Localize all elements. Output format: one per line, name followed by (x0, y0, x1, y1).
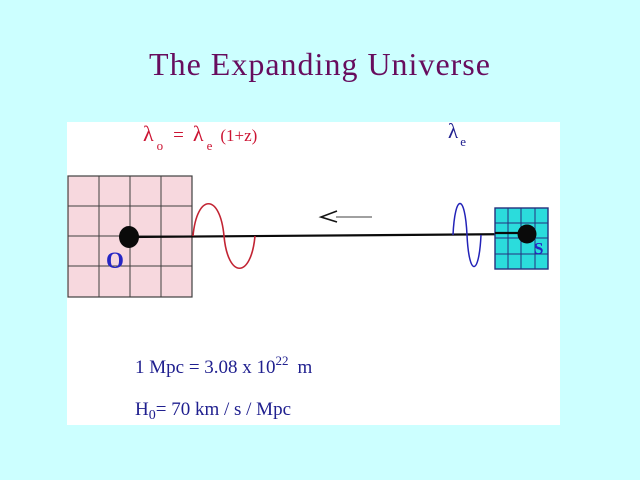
redshift-factor: (1+z) (220, 126, 258, 145)
lambda-e-subscript: e (460, 134, 466, 149)
source-dot (517, 224, 537, 244)
mpc-base-text: 1 Mpc = 3.08 x 10 (135, 357, 276, 378)
lambda-observed-subscript: o (156, 138, 164, 153)
page-title: The Expanding Universe (149, 46, 491, 82)
hubble-constant: H0= 70 km / s / Mpc (135, 399, 292, 423)
equals-sign: = (173, 125, 184, 146)
blue-wave (452, 202, 482, 268)
mpc-definition: 1 Mpc = 3.08 x 1022 m (135, 353, 313, 379)
red-wave (192, 203, 256, 269)
lambda-emitted-subscript: e (206, 138, 213, 153)
observer-dot (119, 226, 139, 248)
light-ray-line (128, 232, 528, 239)
direction-arrow (318, 210, 372, 223)
lambda-e-symbol: λ (448, 119, 459, 143)
lambda-observed: λ (143, 121, 154, 146)
redshift-formula: λ o = λ e(1+z) (143, 121, 258, 153)
h0-symbol: H (135, 399, 149, 420)
mpc-unit: m (297, 357, 313, 378)
source-label: S (534, 239, 544, 258)
lambda-emitted: λ (192, 121, 204, 146)
arrowhead-left-icon (318, 210, 338, 223)
h0-value: = 70 km / s / Mpc (155, 399, 292, 420)
h0-subscript: 0 (148, 408, 156, 423)
observer-label: O (106, 248, 124, 273)
mpc-exponent: 22 (275, 353, 289, 368)
